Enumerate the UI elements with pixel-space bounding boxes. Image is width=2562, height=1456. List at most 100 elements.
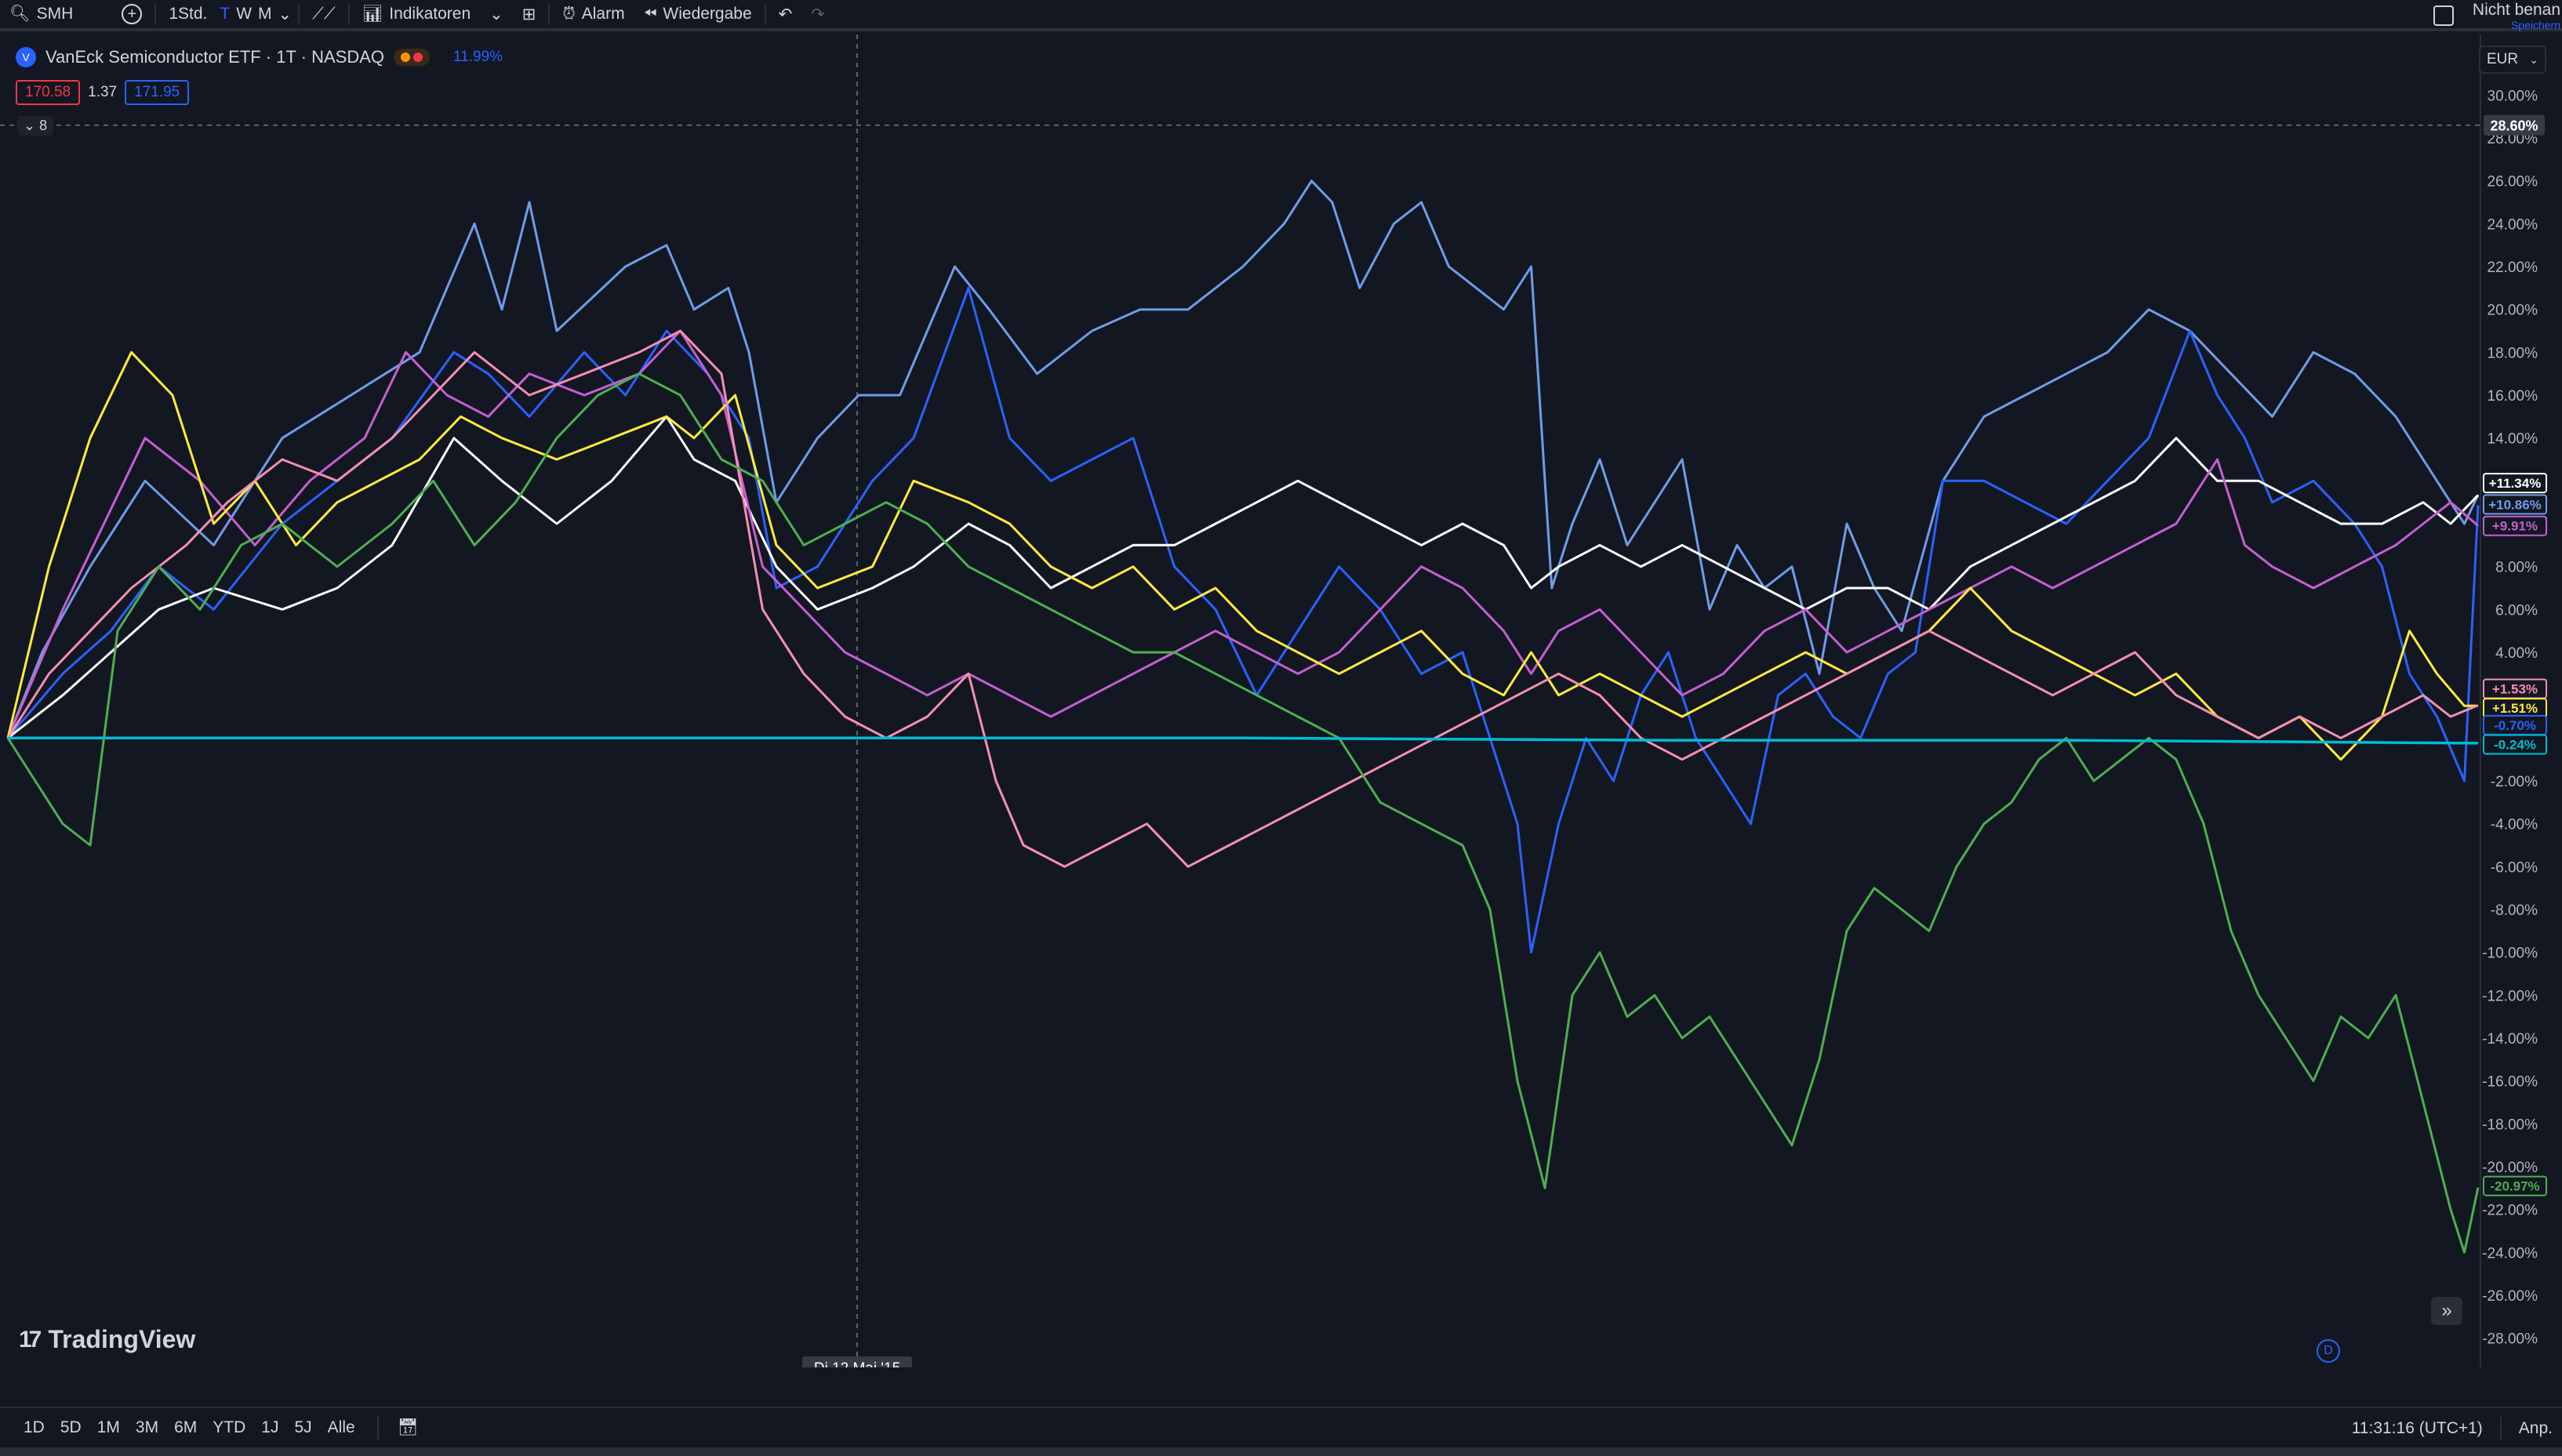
series-value-label-cyan: -0.24% (2494, 738, 2536, 753)
comparison-line-chart[interactable]: 30.00%28.00%26.00%24.00%22.00%20.00%18.0… (0, 34, 2562, 1367)
hover-level-tag (2484, 114, 2545, 136)
series-value-label-pink: +1.53% (2492, 681, 2538, 696)
series-value-tag-white (2483, 473, 2547, 494)
replay-label: Wiedergabe (663, 5, 752, 23)
dividend-marker-icon[interactable]: D (2317, 1339, 2340, 1363)
range-1y[interactable]: 1J (261, 1418, 279, 1436)
alert-button[interactable]: ⏰︎ Alarm (553, 0, 634, 28)
series-line-violet (6, 329, 2479, 739)
divider (548, 4, 551, 24)
chart-pane[interactable]: 30.00% 28.00% 26.00% 24.00% 22.00% 20.00% 18.0… (0, 34, 2562, 1367)
series-value-tag-cyan (2483, 734, 2547, 755)
range-button-week[interactable]: W (233, 0, 255, 28)
bottom-toolbar: 1D 5D 1M 3M 6M YTD 1J 5J Alle 📅︎ 11:31:1… (0, 1407, 2562, 1447)
clock-time[interactable]: 11:31:16 (UTC+1) (2351, 1419, 2483, 1437)
series-value-label-yellow: +1.51% (2492, 701, 2538, 716)
rewind-icon: ⏪︎ (643, 5, 657, 23)
spread-value: 1.37 (88, 84, 118, 100)
adjust-button[interactable]: Anp. (2518, 1419, 2553, 1437)
layouts-button[interactable]: ⊞ (513, 0, 546, 28)
y-tick-label: 18.00% (2488, 345, 2538, 361)
series-value-tag-violet (2483, 515, 2547, 536)
calendar-icon: 📅︎ (397, 1418, 419, 1436)
y-tick-label: -2.00% (2491, 774, 2538, 790)
range-5y[interactable]: 5J (294, 1418, 312, 1436)
range-5d[interactable]: 5D (60, 1418, 82, 1436)
layout-name-button[interactable]: Nicht benan Speichern (2473, 2, 2562, 31)
series-line-pink (6, 329, 2479, 868)
range-week-label: W (236, 5, 253, 23)
buy-price-button[interactable]: 171.95 (125, 80, 190, 105)
range-6m[interactable]: 6M (174, 1418, 198, 1436)
undo-icon: ↶ (778, 5, 793, 24)
chevron-down-icon: ⌄ (489, 5, 503, 24)
range-button-month[interactable]: M (255, 0, 275, 28)
y-tick-label: -14.00% (2482, 1031, 2538, 1048)
y-tick-label: -8.00% (2491, 902, 2538, 919)
divider (376, 1416, 379, 1440)
series-value-label-white: +11.34% (2489, 476, 2542, 491)
series-value-tag-green (2483, 1175, 2547, 1196)
tradingview-mark-icon: 17 (19, 1326, 42, 1353)
layout-select-checkbox[interactable] (2433, 5, 2454, 26)
scroll-to-realtime-button[interactable]: » (2431, 1297, 2462, 1325)
legend-title: VanEck Semiconductor ETF · 1T · NASDAQ (45, 47, 384, 67)
symbol-legend: V VanEck Semiconductor ETF · 1T · NASDAQ… (16, 47, 503, 67)
symbol-search[interactable]: 🔍︎ SMH (0, 0, 82, 28)
series-value-label-light_blue: +10.86% (2488, 497, 2542, 512)
interval-dropdown[interactable]: ⌄ (275, 0, 296, 28)
y-tick-label: -20.00% (2482, 1160, 2538, 1176)
y-tick-label: -16.00% (2482, 1074, 2538, 1091)
y-tick-label: -10.00% (2482, 946, 2538, 962)
series-value-label-blue: -0.70% (2494, 718, 2536, 733)
y-tick-label: 20.00% (2488, 303, 2538, 319)
range-all[interactable]: Alle (327, 1418, 355, 1436)
y-tick-label: -12.00% (2482, 988, 2538, 1004)
indicators-button[interactable]: 📊︎ Indikatoren ⌄ (353, 0, 513, 28)
bid-ask-box: 170.58 1.37 171.95 (16, 80, 190, 105)
top-toolbar: 🔍︎ SMH + 1Std. T W M ⌄ ⟋⟋ 📊︎ Indikatoren… (0, 0, 2562, 31)
range-button-day[interactable]: T (216, 0, 233, 28)
currency-label: EUR (2487, 51, 2519, 67)
range-month-label: M (258, 5, 272, 23)
currency-selector[interactable]: EUR ⌄ (2479, 45, 2546, 74)
series-line-blue (6, 286, 2480, 954)
range-1m[interactable]: 1M (96, 1418, 120, 1436)
range-ytd[interactable]: YTD (213, 1418, 246, 1436)
divider (298, 4, 300, 24)
crosshair-date-tag (802, 1356, 912, 1367)
chart-type-button[interactable]: ⟋⟋ (303, 0, 344, 28)
y-tick-label: -28.00% (2482, 1331, 2538, 1348)
compare-add-button[interactable]: + (82, 0, 151, 28)
range-1d[interactable]: 1D (24, 1418, 45, 1436)
y-tick-label: -6.00% (2491, 859, 2538, 876)
sell-price-button[interactable]: 170.58 (16, 80, 81, 105)
double-chevron-right-icon: » (2441, 1300, 2452, 1321)
line-chart-icon: ⟋⟋ (312, 5, 336, 23)
y-tick-label: -26.00% (2482, 1288, 2538, 1305)
tradingview-logo[interactable]: 17 TradingView (19, 1325, 195, 1354)
series-value-tag-light_blue (2483, 494, 2547, 515)
market-status-badge[interactable] (394, 49, 430, 66)
redo-button[interactable]: ↷ (801, 0, 834, 28)
layout-save-area: Nicht benan Speichern (2433, 0, 2562, 31)
series-line-yellow (6, 350, 2479, 761)
divider (2499, 1417, 2502, 1440)
y-tick-label: 24.00% (2488, 216, 2538, 233)
series-value-label-violet: +9.91% (2492, 519, 2538, 534)
interval-button[interactable]: 1Std. (159, 0, 216, 28)
divider (764, 4, 766, 24)
y-tick-label: -24.00% (2482, 1245, 2538, 1262)
y-tick-label: -22.00% (2482, 1203, 2538, 1219)
alert-label: Alarm (581, 5, 625, 23)
grid-icon: ⊞ (521, 5, 536, 24)
undo-button[interactable]: ↶ (769, 0, 802, 28)
range-3m[interactable]: 3M (135, 1418, 159, 1436)
date-range-button[interactable]: 📅︎ (390, 1418, 427, 1437)
interval-label: 1Std. (169, 5, 208, 23)
legend-collapse-button[interactable]: ⌄ 8 (17, 116, 54, 136)
crosshair-date-label: Di 12 Mai '15 (814, 1360, 900, 1367)
plus-circle-icon: + (122, 4, 143, 24)
replay-button[interactable]: ⏪︎ Wiedergabe (634, 0, 761, 28)
series-line-light_blue (6, 180, 2480, 739)
